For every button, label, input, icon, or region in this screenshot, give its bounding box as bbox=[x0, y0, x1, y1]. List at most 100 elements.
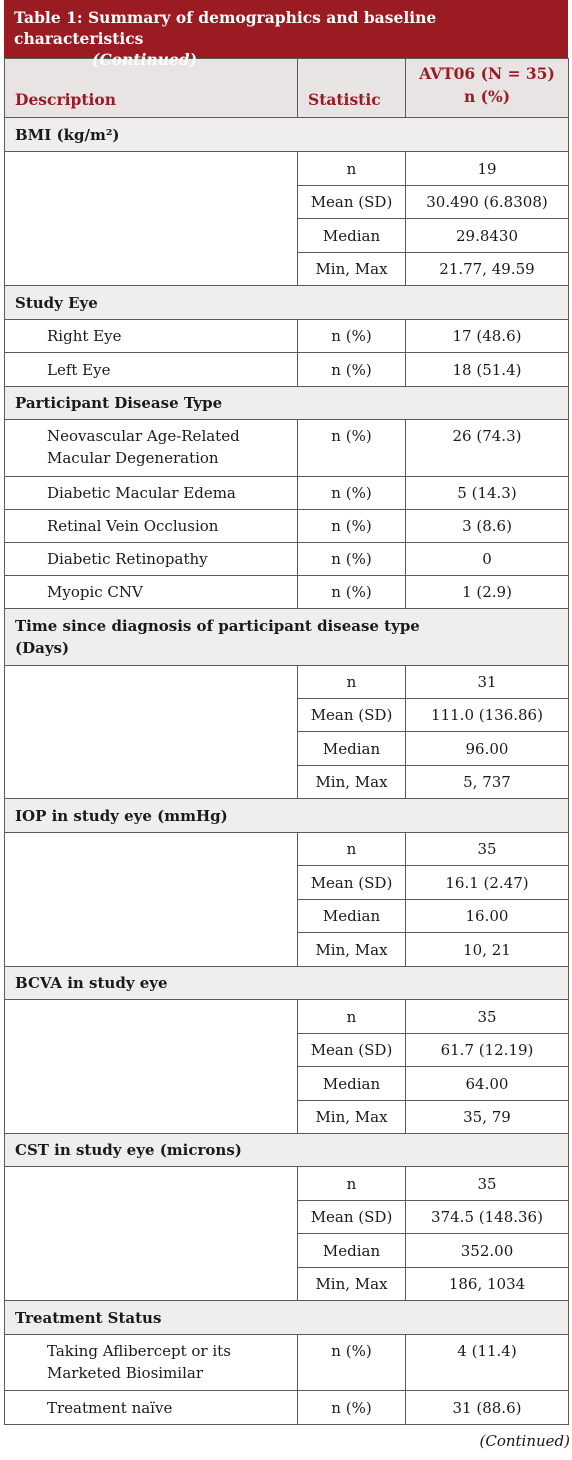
stat-cell: n bbox=[297, 832, 406, 866]
row-label: Myopic CNV bbox=[4, 575, 298, 609]
section-study-eye: Study Eye bbox=[4, 285, 569, 320]
stat-cell: Median bbox=[297, 899, 406, 933]
row-label: Neovascular Age-Related Macular Degenera… bbox=[4, 419, 298, 477]
table-row: Min, Max 21.77, 49.59 bbox=[5, 252, 569, 286]
section-title: Study Eye bbox=[4, 285, 569, 320]
value-cell: 35, 79 bbox=[405, 1100, 569, 1134]
table-row: Median 16.00 bbox=[5, 899, 569, 933]
section-bcva: BCVA in study eye bbox=[4, 966, 569, 1000]
empty-cell bbox=[4, 1166, 298, 1301]
row-label-line1: Neovascular Age-Related bbox=[47, 427, 240, 445]
table-row: n 31 bbox=[4, 665, 569, 799]
value-cell: 0 bbox=[405, 542, 569, 576]
row-label: Treatment naïve bbox=[4, 1390, 298, 1425]
stat-cell: Mean (SD) bbox=[297, 185, 406, 219]
row-label-line1: Taking Aflibercept or its bbox=[47, 1342, 231, 1360]
table-row: Median 29.8430 bbox=[5, 218, 569, 253]
row-label: Taking Aflibercept or its Marketed Biosi… bbox=[4, 1334, 298, 1391]
section-bmi: BMI (kg/m²) bbox=[4, 117, 569, 152]
stat-cell: Mean (SD) bbox=[297, 698, 406, 732]
table-row: n 19 bbox=[4, 151, 569, 286]
table-row: Retinal Vein Occlusion n (%) 3 (8.6) bbox=[4, 509, 569, 543]
row-label: Retinal Vein Occlusion bbox=[4, 509, 298, 543]
stat-cell: Mean (SD) bbox=[297, 1200, 406, 1234]
header-description: Description bbox=[4, 58, 298, 118]
value-cell: 35 bbox=[405, 1166, 569, 1201]
value-cell: 16.1 (2.47) bbox=[405, 865, 569, 900]
value-cell: 3 (8.6) bbox=[405, 509, 569, 543]
value-cell: 5, 737 bbox=[405, 765, 569, 799]
value-cell: 35 bbox=[405, 832, 569, 866]
section-title: IOP in study eye (mmHg) bbox=[4, 798, 569, 833]
section-title: BCVA in study eye bbox=[4, 966, 569, 1000]
value-cell: 17 (48.6) bbox=[405, 319, 569, 353]
stat-cell: Median bbox=[297, 731, 406, 766]
table-title-continued: (Continued) bbox=[92, 50, 197, 69]
value-cell: 18 (51.4) bbox=[405, 352, 569, 387]
stat-cell: Min, Max bbox=[297, 252, 406, 286]
stat-cell: n (%) bbox=[297, 352, 406, 387]
value-cell: 21.77, 49.59 bbox=[405, 252, 569, 286]
footer-continued: (Continued) bbox=[479, 1432, 571, 1450]
stat-cell: n (%) bbox=[297, 575, 406, 609]
row-label-line2: Marketed Biosimilar bbox=[47, 1364, 203, 1382]
table-row: Min, Max 5, 737 bbox=[5, 765, 569, 799]
table-row: Neovascular Age-Related Macular Degenera… bbox=[4, 419, 569, 477]
section-iop: IOP in study eye (mmHg) bbox=[4, 798, 569, 833]
stat-cell: Min, Max bbox=[297, 1100, 406, 1134]
stat-cell: n (%) bbox=[297, 1334, 406, 1391]
header-row: Description Statistic AVT06 (N = 35) n (… bbox=[4, 58, 569, 118]
table-page: Table 1: Summary of demographics and bas… bbox=[4, 0, 569, 1425]
table-row: Diabetic Retinopathy n (%) 0 bbox=[4, 542, 569, 576]
value-cell: 19 bbox=[405, 151, 569, 186]
value-cell: 30.490 (6.8308) bbox=[405, 185, 569, 219]
section-cst: CST in study eye (microns) bbox=[4, 1133, 569, 1167]
value-cell: 96.00 bbox=[405, 731, 569, 766]
value-cell: 111.0 (136.86) bbox=[405, 698, 569, 732]
table-row: n 35 bbox=[4, 1166, 569, 1301]
stat-cell: n bbox=[297, 999, 406, 1034]
stat-cell: n (%) bbox=[297, 419, 406, 477]
table-row: Myopic CNV n (%) 1 (2.9) bbox=[4, 575, 569, 609]
header-avt06-line2: n (%) bbox=[463, 87, 511, 106]
stat-cell: n bbox=[297, 1166, 406, 1201]
section-title: Treatment Status bbox=[4, 1300, 569, 1335]
row-label: Left Eye bbox=[4, 352, 298, 387]
value-cell: 29.8430 bbox=[405, 218, 569, 253]
table-row: Median 96.00 bbox=[5, 731, 569, 766]
section-title-line2: (Days) bbox=[15, 639, 70, 657]
stat-cell: n (%) bbox=[297, 319, 406, 353]
value-cell: 5 (14.3) bbox=[405, 476, 569, 510]
table-row: Taking Aflibercept or its Marketed Biosi… bbox=[4, 1334, 569, 1391]
value-cell: 186, 1034 bbox=[405, 1267, 569, 1301]
table-row: Right Eye n (%) 17 (48.6) bbox=[4, 319, 569, 353]
table-title-bar: Table 1: Summary of demographics and bas… bbox=[4, 0, 568, 69]
section-title: BMI (kg/m²) bbox=[4, 117, 569, 152]
stat-cell: Min, Max bbox=[297, 932, 406, 967]
empty-cell bbox=[4, 665, 298, 799]
value-cell: 35 bbox=[405, 999, 569, 1034]
section-title: CST in study eye (microns) bbox=[4, 1133, 569, 1167]
header-avt06: AVT06 (N = 35) n (%) bbox=[405, 58, 569, 118]
stat-cell: Min, Max bbox=[297, 1267, 406, 1301]
table-row: Mean (SD) 111.0 (136.86) bbox=[5, 698, 569, 732]
table-row: n 35 bbox=[4, 999, 569, 1134]
value-cell: 10, 21 bbox=[405, 932, 569, 967]
section-time-since-diagnosis: Time since diagnosis of participant dise… bbox=[4, 608, 569, 666]
stat-cell: Mean (SD) bbox=[297, 865, 406, 900]
value-cell: 26 (74.3) bbox=[405, 419, 569, 477]
stat-cell: Median bbox=[297, 1066, 406, 1101]
stat-cell: n (%) bbox=[297, 1390, 406, 1425]
table-row: Median 352.00 bbox=[5, 1233, 569, 1268]
row-label: Right Eye bbox=[4, 319, 298, 353]
empty-cell bbox=[4, 832, 298, 967]
value-cell: 352.00 bbox=[405, 1233, 569, 1268]
table-row: n 35 bbox=[4, 832, 569, 967]
section-title: Time since diagnosis of participant dise… bbox=[4, 608, 569, 666]
value-cell: 4 (11.4) bbox=[405, 1334, 569, 1391]
section-title-line1: Time since diagnosis of participant dise… bbox=[15, 617, 420, 635]
table-row: Min, Max 10, 21 bbox=[5, 932, 569, 967]
stat-cell: n (%) bbox=[297, 542, 406, 576]
stat-cell: Mean (SD) bbox=[297, 1033, 406, 1067]
stat-cell: n (%) bbox=[297, 476, 406, 510]
